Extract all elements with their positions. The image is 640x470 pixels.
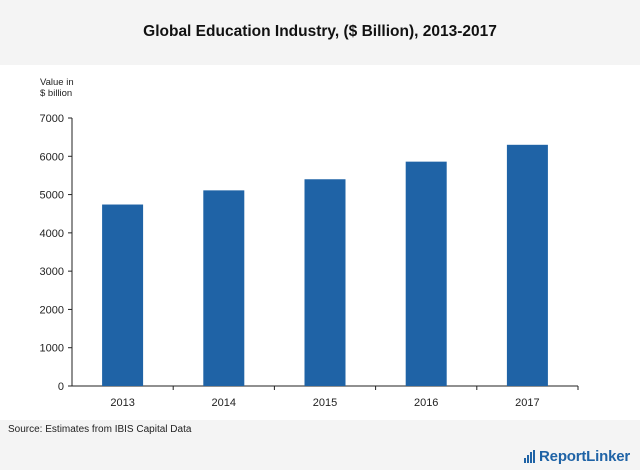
brand-logo: ReportLinker <box>524 448 630 465</box>
y-tick-label: 5000 <box>40 190 64 202</box>
x-tick-label: 2015 <box>313 397 337 409</box>
title-band: Global Education Industry, ($ Billion), … <box>0 0 640 65</box>
y-tick-label: 6000 <box>40 151 64 163</box>
y-tick-label: 1000 <box>40 343 64 355</box>
x-tick-label: 2014 <box>212 397 236 409</box>
y-tick-label: 2000 <box>40 304 64 316</box>
y-axis-title: Value in <box>40 77 74 88</box>
bar-2017 <box>506 144 548 386</box>
x-tick-label: 2017 <box>515 397 539 409</box>
bars-logo-icon <box>524 450 536 463</box>
y-tick-label: 3000 <box>40 266 64 278</box>
y-tick-label: 0 <box>58 381 64 393</box>
chart-panel: Value in $ billion 0 1000 2000 3000 4000 5000 60… <box>0 65 640 420</box>
x-tick-label: 2016 <box>414 397 438 409</box>
bar-2014 <box>203 190 245 386</box>
brand-name: ReportLinker <box>539 448 630 465</box>
y-axis-title: $ billion <box>40 88 72 99</box>
y-tick-label: 7000 <box>40 113 64 125</box>
x-tick-label: 2013 <box>110 397 134 409</box>
bar-2015 <box>304 179 346 386</box>
chart-title: Global Education Industry, ($ Billion), … <box>143 22 497 40</box>
source-note: Source: Estimates from IBIS Capital Data <box>8 424 192 435</box>
bar-chart: Value in$ billion 0 1000 2000 3000 4000 5000 60… <box>40 77 579 409</box>
y-tick-label: 4000 <box>40 228 64 240</box>
bar-2016 <box>405 161 447 386</box>
bar-2013 <box>102 204 144 386</box>
